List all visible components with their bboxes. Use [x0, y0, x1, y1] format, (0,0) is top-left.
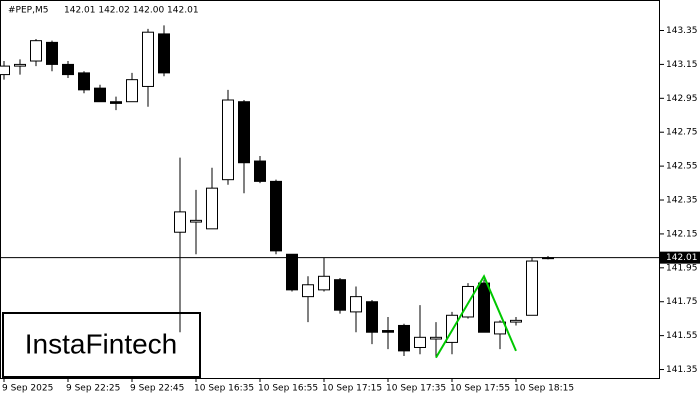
- candle-body: [350, 296, 362, 313]
- logo: InstaFintech: [25, 328, 178, 359]
- y-tick-label: 142.35: [666, 196, 698, 206]
- candle-body: [30, 40, 42, 62]
- candle-body: [126, 79, 138, 103]
- x-tick-label: 9 Sep 22:25: [66, 384, 120, 394]
- y-tick-label: 143.15: [666, 60, 698, 70]
- candle-body: [366, 301, 378, 333]
- candle-body: [382, 330, 394, 333]
- y-tick-label: 142.15: [666, 229, 698, 239]
- x-tick-label: 9 Sep 22:45: [130, 384, 184, 394]
- y-tick-label: 141.55: [666, 331, 698, 341]
- x-tick-label: 10 Sep 17:35: [386, 384, 446, 394]
- pattern-line: [435, 274, 517, 359]
- candle-body: [430, 336, 442, 340]
- candle-body: [414, 336, 426, 348]
- candle-body: [142, 31, 154, 87]
- candle-body: [526, 260, 538, 316]
- price-label-box: [660, 251, 700, 264]
- y-tick-label: 141.95: [666, 263, 698, 273]
- candle-body: [398, 324, 410, 352]
- y-tick-label: 142.95: [666, 94, 698, 104]
- candle-body: [62, 63, 74, 76]
- logo-box: [2, 312, 201, 378]
- y-tick-label: 142.75: [666, 128, 698, 138]
- candle-body: [0, 65, 10, 76]
- candle-body: [318, 275, 330, 291]
- candle-body: [238, 101, 250, 164]
- candle-body: [174, 211, 186, 233]
- candle-body: [542, 257, 554, 260]
- candle-body: [94, 87, 106, 103]
- candle-body: [286, 253, 298, 291]
- candle-body: [302, 284, 314, 298]
- candle-body: [78, 72, 90, 91]
- price-label: 142.01: [666, 253, 698, 263]
- candle-body: [334, 279, 346, 311]
- candle-body: [510, 319, 522, 323]
- x-tick-label: 10 Sep 17:15: [322, 384, 382, 394]
- y-tick-label: 142.55: [666, 162, 698, 172]
- candle-body: [206, 187, 218, 230]
- candle-body: [14, 63, 26, 67]
- x-tick-label: 9 Sep 2025: [2, 384, 53, 394]
- candle-body: [222, 99, 234, 181]
- candle-body: [478, 282, 490, 333]
- ohlc-text: 142.01 142.02 142.00 142.01: [64, 6, 199, 16]
- candle-body: [110, 101, 122, 104]
- x-tick-label: 10 Sep 18:15: [514, 384, 574, 394]
- y-tick-label: 141.75: [666, 297, 698, 307]
- x-tick-label: 10 Sep 17:55: [450, 384, 510, 394]
- y-tick-label: 143.35: [666, 26, 698, 36]
- candle-body: [46, 41, 58, 65]
- x-tick-label: 10 Sep 16:55: [258, 384, 318, 394]
- candle-body: [254, 160, 266, 182]
- chart-title: #PEP,M5: [8, 6, 48, 16]
- y-tick-label: 141.35: [666, 365, 698, 375]
- candle-body: [158, 33, 170, 74]
- candle-body: [190, 219, 202, 223]
- x-tick-label: 10 Sep 16:35: [194, 384, 254, 394]
- plot-frame: [0, 0, 660, 379]
- candle-body: [270, 180, 282, 252]
